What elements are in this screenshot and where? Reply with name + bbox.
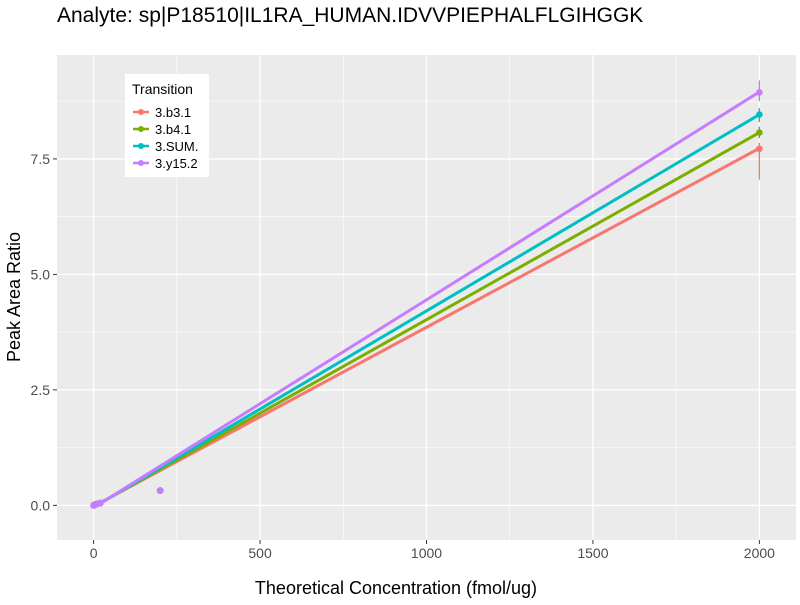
data-point-3.y15.2	[756, 89, 763, 96]
major-gridlines	[57, 55, 796, 540]
data-point-3.SUM.	[756, 111, 763, 118]
legend-label: 3.y15.2	[155, 156, 198, 171]
legend: Transition 3.b3.1 3.b4.1 3.SUM. 3.y15.2	[125, 74, 209, 177]
legend-label: 3.b4.1	[155, 122, 191, 137]
legend-key-point	[138, 109, 144, 115]
data-point-3.b4.1	[756, 129, 763, 136]
x-tick-label: 2000	[744, 545, 775, 561]
data-point-3.y15.2	[96, 499, 104, 507]
data-point-3.b3.1	[756, 145, 763, 153]
y-tick-label: 2.5	[31, 382, 51, 398]
x-tick-label: 0	[90, 545, 98, 561]
fit-lines	[92, 90, 761, 509]
legend-title: Transition	[132, 81, 193, 97]
y-axis-label: Peak Area Ratio	[4, 232, 24, 362]
legend-background	[125, 74, 209, 177]
fit-line-3.b4.1	[92, 131, 761, 509]
fit-line-3.SUM.	[92, 113, 761, 509]
x-axis-label: Theoretical Concentration (fmol/ug)	[255, 578, 537, 598]
y-tick-label: 7.5	[31, 151, 51, 167]
legend-items: 3.b3.1 3.b4.1 3.SUM. 3.y15.2	[133, 105, 198, 171]
x-axis: 0 500 1000 1500 2000	[90, 540, 775, 561]
x-tick-label: 500	[248, 545, 272, 561]
legend-key-point	[138, 160, 144, 166]
data-points	[90, 89, 763, 509]
data-point-3.y15.2	[156, 487, 164, 494]
fit-line-3.b3.1	[92, 146, 761, 508]
y-axis: 0.0 2.5 5.0 7.5	[31, 151, 57, 513]
y-tick-label: 5.0	[31, 266, 51, 282]
fit-line-3.y15.2	[92, 90, 761, 509]
chart-title: Analyte: sp|P18510|IL1RA_HUMAN.IDVVPIEPH…	[57, 4, 643, 27]
legend-label: 3.SUM.	[155, 139, 198, 154]
legend-key-point	[138, 143, 144, 149]
x-tick-label: 1500	[577, 545, 608, 561]
y-tick-label: 0.0	[31, 497, 51, 513]
x-tick-label: 1000	[411, 545, 442, 561]
legend-label: 3.b3.1	[155, 105, 191, 120]
legend-key-point	[138, 126, 144, 132]
